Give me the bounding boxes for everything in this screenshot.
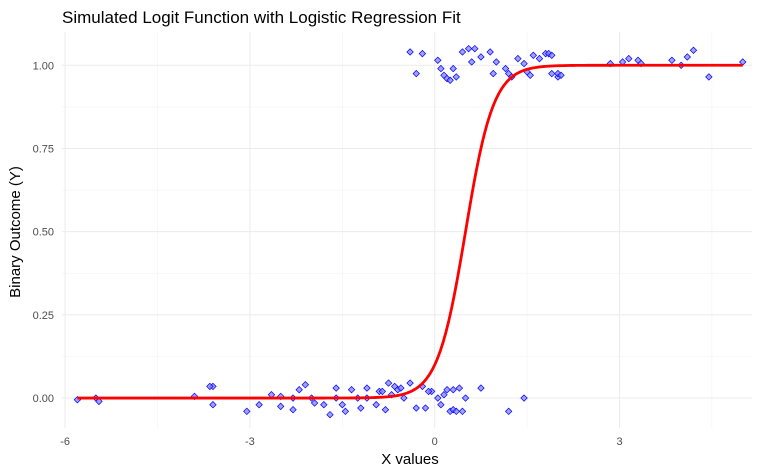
data-point [372,401,380,409]
data-point [443,386,451,394]
y-tick-label: 0.25 [33,310,54,322]
data-point [486,48,494,56]
data-point [437,64,445,73]
data-point [548,69,556,78]
data-point [529,51,537,59]
fit-line-group [77,63,743,400]
data-point [301,381,310,389]
data-point [320,401,328,409]
data-point [363,384,371,392]
x-axis-ticks: -6 -3 0 3 [60,436,622,448]
y-tick-label: 1.00 [33,60,54,72]
data-point [437,401,445,409]
data-point [434,56,442,64]
data-point [489,69,497,78]
data-point [446,76,454,84]
data-point [406,379,414,387]
data-point [461,394,470,402]
data-point [514,54,522,63]
data-point [418,49,427,58]
data-point [548,51,556,59]
data-point [452,73,460,81]
data-point [347,386,356,394]
data-point [412,69,420,78]
x-tick-label: -6 [60,436,70,448]
y-axis-ticks: 0.00 0.25 0.50 0.75 1.00 [33,60,54,405]
scatter-points [73,44,747,419]
data-point [452,407,460,416]
data-point [243,407,251,416]
x-axis-title: X values [381,451,439,468]
y-tick-label: 0.00 [33,393,54,405]
data-point [526,71,534,79]
data-point [492,58,501,66]
data-point [424,387,433,396]
data-point [458,48,467,56]
data-point [625,54,633,63]
y-axis-title: Binary Outcome (Y) [7,166,24,298]
data-point [341,407,350,416]
data-point [689,46,698,54]
x-tick-label: -3 [245,436,255,448]
data-point [378,387,387,396]
data-point [338,401,347,409]
data-point [455,384,464,392]
data-point [535,54,544,63]
data-point [357,404,365,412]
data-point [434,394,442,402]
fit-line [77,63,743,400]
data-point [277,402,285,411]
data-point [637,59,645,68]
data-point [326,410,334,419]
data-point [705,73,713,81]
data-point [440,391,448,399]
data-point [467,58,476,66]
data-point [295,386,303,394]
data-point [206,382,214,391]
data-point [332,384,340,392]
data-point [449,64,457,73]
data-point [520,59,528,68]
data-point [255,401,263,409]
data-point [397,384,405,392]
data-point [504,407,513,416]
data-point [95,397,103,406]
data-point [400,394,408,402]
data-point [501,64,510,73]
y-tick-label: 0.50 [33,227,54,239]
x-tick-label: 0 [432,436,438,448]
data-point [412,404,420,412]
data-point [449,386,457,394]
y-tick-label: 0.75 [33,143,54,155]
data-point [683,53,692,61]
data-point [668,56,676,64]
data-point [209,401,217,409]
data-point [289,406,297,414]
data-point [477,53,485,61]
data-point [406,48,414,56]
data-point [520,394,528,402]
data-point [477,384,485,392]
data-point [384,379,393,387]
data-point [557,71,565,79]
data-point [464,44,473,53]
data-point [421,404,430,412]
data-point [310,399,319,407]
chart-title: Simulated Logit Function with Logistic R… [62,8,461,27]
x-tick-label: 3 [616,436,622,448]
data-point [381,406,390,414]
data-point [471,44,479,53]
data-point [458,407,467,416]
